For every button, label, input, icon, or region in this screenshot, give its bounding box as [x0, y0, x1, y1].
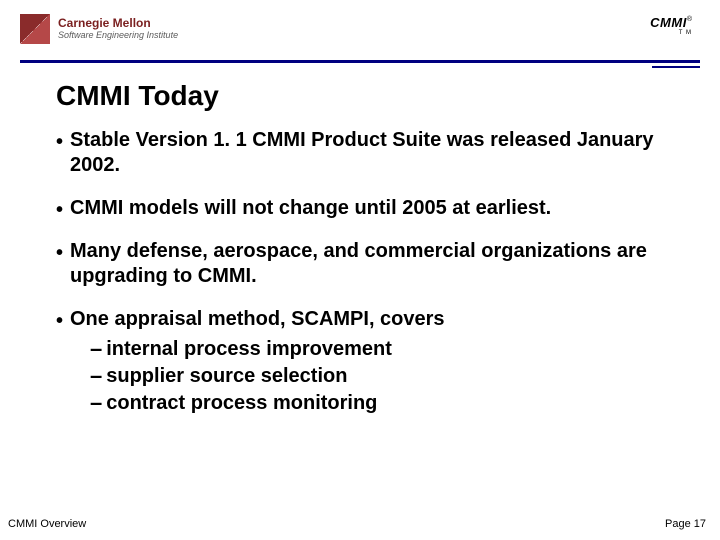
org-subname: Software Engineering Institute — [58, 31, 178, 41]
bullet-text: CMMI models will not change until 2005 a… — [70, 196, 551, 221]
bullet-item: • One appraisal method, SCAMPI, covers — [56, 307, 680, 332]
sub-bullet-item: – contract process monitoring — [90, 390, 680, 417]
sub-bullet-text: internal process improvement — [106, 336, 392, 363]
bullet-text: Many defense, aerospace, and commercial … — [70, 239, 680, 289]
bullet-dot-icon: • — [56, 132, 66, 178]
slide: Carnegie Mellon Software Engineering Ins… — [0, 0, 720, 540]
bullet-text: Stable Version 1. 1 CMMI Product Suite w… — [70, 128, 680, 178]
bullet-text: One appraisal method, SCAMPI, covers — [70, 307, 445, 332]
header: Carnegie Mellon Software Engineering Ins… — [0, 0, 720, 68]
registered-symbol: ® — [687, 16, 692, 23]
slide-title: CMMI Today — [56, 80, 219, 112]
bullet-item: • Many defense, aerospace, and commercia… — [56, 239, 680, 289]
sub-bullet-list: – internal process improvement – supplie… — [90, 336, 680, 417]
footer-right: Page 17 — [665, 518, 706, 530]
header-rule-accent — [652, 66, 700, 68]
org-name: Carnegie Mellon — [58, 17, 178, 30]
bullet-dot-icon: • — [56, 311, 66, 332]
sub-bullet-item: – supplier source selection — [90, 363, 680, 390]
bullet-dot-icon: • — [56, 200, 66, 221]
footer-left: CMMI Overview — [8, 518, 86, 530]
product-mark-text: CMMI — [650, 15, 687, 30]
sub-bullet-item: – internal process improvement — [90, 336, 680, 363]
bullet-item: • Stable Version 1. 1 CMMI Product Suite… — [56, 128, 680, 178]
slide-body: • Stable Version 1. 1 CMMI Product Suite… — [56, 128, 680, 417]
bullet-dot-icon: • — [56, 243, 66, 289]
trademark-label: T M — [650, 30, 692, 36]
org-logo-text: Carnegie Mellon Software Engineering Ins… — [58, 17, 178, 40]
header-rule — [20, 60, 700, 63]
bullet-item: • CMMI models will not change until 2005… — [56, 196, 680, 221]
dash-icon: – — [90, 390, 102, 417]
sub-bullet-text: contract process monitoring — [106, 390, 377, 417]
product-mark: CMMI® T M — [650, 14, 692, 36]
org-logo: Carnegie Mellon Software Engineering Ins… — [20, 14, 178, 44]
sub-bullet-text: supplier source selection — [106, 363, 347, 390]
dash-icon: – — [90, 336, 102, 363]
dash-icon: – — [90, 363, 102, 390]
org-logo-icon — [20, 14, 50, 44]
